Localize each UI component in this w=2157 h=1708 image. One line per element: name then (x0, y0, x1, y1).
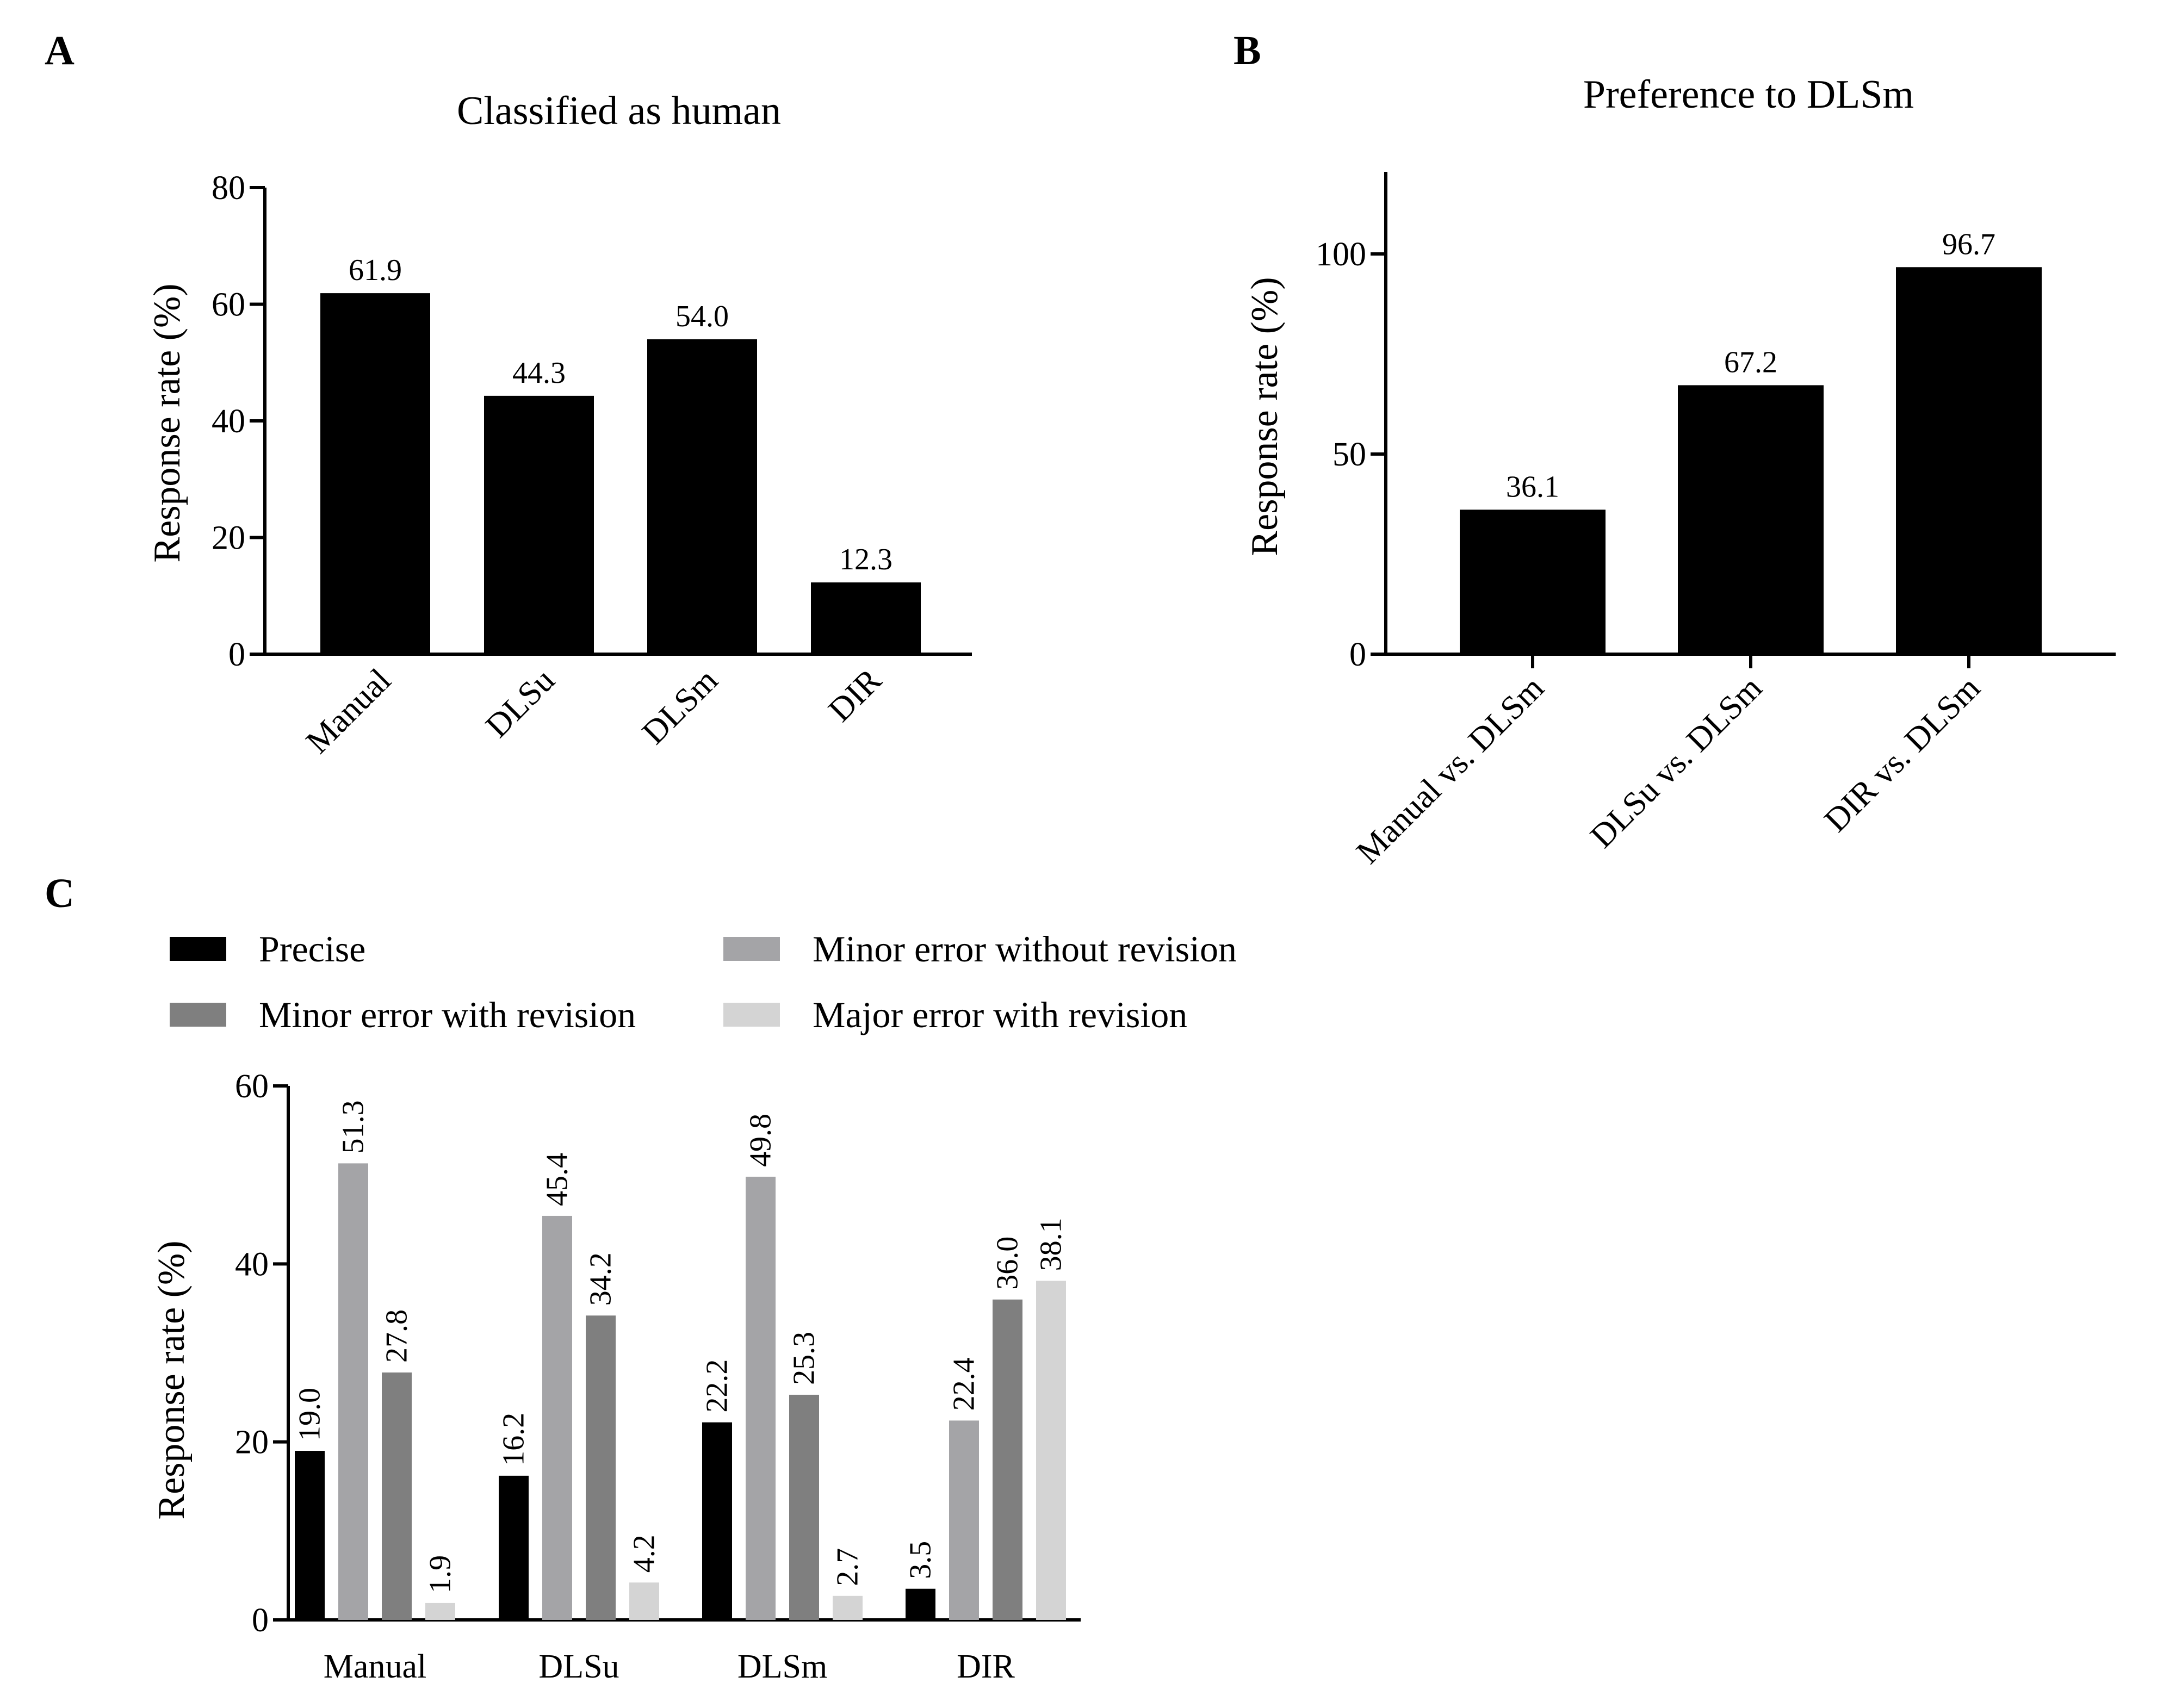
panel-b-category-label: DIR vs. DLSm (1818, 669, 1987, 839)
panel-b-y-tick-label: 0 (1349, 636, 1366, 673)
panel-c-data-label: 19.0 (293, 1388, 327, 1441)
panel-a-data-label: 44.3 (512, 356, 566, 390)
panel-c-y-axis-label: Response rate (%) (151, 1240, 193, 1519)
panel-c-data-label: 16.2 (497, 1413, 531, 1466)
panel-letter-a: A (45, 28, 75, 73)
panel-c-data-label: 22.4 (947, 1357, 981, 1411)
panel-c-category-label: DLSm (737, 1648, 827, 1685)
panel-c-bar (789, 1394, 819, 1620)
panel-c-y-tick-label: 40 (235, 1246, 269, 1283)
panel-a-title: Classified as human (457, 89, 781, 133)
panel-c-legend: Precise Minor error without revision Minor… (170, 928, 1237, 1035)
panel-b-data-label: 67.2 (1724, 345, 1777, 379)
panel-c-bar (586, 1315, 616, 1620)
panel-c-axes: 0 20 40 60 Manual DLSu DLSm DIR (235, 1068, 1081, 1685)
panel-a-bar (811, 582, 921, 654)
panel-c-chart: Precise Minor error without revision Minor… (151, 928, 1237, 1685)
panel-c-data-label: 25.3 (788, 1332, 821, 1385)
legend-swatch (723, 937, 780, 961)
panel-b-category-label: Manual vs. DLSm (1349, 669, 1551, 871)
panel-a-bars: 61.9 44.3 54.0 12.3 (320, 253, 921, 654)
panel-c-data-label: 1.9 (424, 1555, 457, 1593)
panel-letter-b: B (1234, 28, 1261, 73)
panel-c-bar (382, 1372, 412, 1620)
panel-a-category-label: Manual (299, 662, 398, 761)
panel-b-bar (1460, 510, 1606, 654)
panel-b-category-label: DLSu vs. DLSm (1583, 669, 1769, 855)
panel-c-data-label: 36.0 (991, 1237, 1025, 1290)
panel-a-chart: Classified as human Response rate (%) 0 2… (146, 89, 972, 761)
panel-c-data-label: 51.3 (337, 1100, 370, 1153)
panel-c-data-label: 27.8 (380, 1309, 414, 1363)
panel-a-category-label: DLSm (635, 662, 725, 751)
panel-c-bars: 19.0 51.3 27.8 1.9 16.2 45.4 34.2 4.2 22.2 49.8 25… (293, 1100, 1068, 1620)
panel-c-category-label: Manual (324, 1648, 426, 1685)
legend-label: Minor error with revision (259, 994, 636, 1035)
legend-label: Major error with revision (813, 994, 1187, 1035)
panel-c-category-label: DIR (957, 1648, 1015, 1685)
panel-c-bar (906, 1588, 935, 1620)
panel-a-category-label: DLSu (479, 662, 562, 745)
panel-a-y-tick-label: 60 (212, 287, 245, 324)
panel-c-data-label: 2.7 (831, 1548, 865, 1586)
panel-c-bar (833, 1595, 863, 1620)
legend-label: Precise (259, 928, 365, 970)
legend-swatch (170, 1003, 226, 1027)
panel-a-data-label: 12.3 (839, 543, 892, 576)
legend-swatch (723, 1003, 780, 1027)
legend-swatch (170, 937, 226, 961)
panel-c-bar (338, 1163, 368, 1620)
panel-a-y-tick-label: 40 (212, 403, 245, 440)
panel-c-data-label: 49.8 (744, 1114, 778, 1167)
panel-c-bar (499, 1475, 529, 1620)
panel-c-bar (746, 1176, 776, 1620)
panel-c-data-label: 4.2 (628, 1535, 661, 1573)
panel-a-bar (647, 339, 757, 654)
panel-c-bar (629, 1582, 659, 1620)
panel-c-category-label: DLSu (538, 1648, 619, 1685)
panel-a-y-axis-label: Response rate (%) (146, 283, 188, 562)
panel-c-bar (949, 1420, 979, 1620)
panel-a-bar (484, 395, 594, 654)
panel-c-bar (702, 1422, 732, 1620)
panel-c-data-label: 3.5 (904, 1541, 938, 1579)
panel-a-data-label: 54.0 (675, 300, 729, 333)
panel-c-bar (993, 1299, 1022, 1620)
panel-a-y-tick-label: 80 (212, 170, 245, 207)
panel-c-bar (1036, 1281, 1066, 1620)
panel-letter-c: C (45, 871, 75, 916)
panel-a-y-tick-label: 20 (212, 520, 245, 557)
panel-a-y-tick-label: 0 (228, 636, 245, 673)
panel-a-bar (320, 293, 430, 654)
panel-c-data-label: 45.4 (541, 1153, 574, 1206)
panel-a-category-label: DIR (821, 661, 889, 729)
panel-c-bar (425, 1603, 455, 1620)
legend-label: Minor error without revision (813, 928, 1237, 970)
panel-c-y-tick-label: 60 (235, 1068, 269, 1105)
panel-b-y-axis-label: Response rate (%) (1244, 277, 1286, 556)
panel-c-bar (542, 1215, 572, 1620)
panel-c-data-label: 34.2 (584, 1252, 618, 1306)
panel-b-title: Preference to DLSm (1583, 72, 1914, 117)
panel-a-data-label: 61.9 (349, 253, 402, 287)
panel-c-y-tick-label: 0 (252, 1602, 269, 1639)
panel-b-y-tick-label: 100 (1316, 236, 1366, 273)
panel-c-bar (295, 1451, 325, 1620)
panel-b-bars: 36.1 67.2 96.7 (1460, 227, 2042, 655)
panel-b-bar (1896, 267, 2042, 655)
panel-b-bar (1678, 385, 1824, 654)
panel-b-chart: Preference to DLSm Response rate (%) 0 50… (1244, 72, 2116, 871)
panel-b-data-label: 96.7 (1942, 227, 1995, 261)
panel-b-y-tick-label: 50 (1332, 436, 1366, 473)
panel-c-y-tick-label: 20 (235, 1424, 269, 1461)
panel-c-data-label: 22.2 (701, 1359, 734, 1413)
panel-b-data-label: 36.1 (1506, 470, 1559, 504)
panel-c-data-label: 38.1 (1034, 1218, 1068, 1271)
